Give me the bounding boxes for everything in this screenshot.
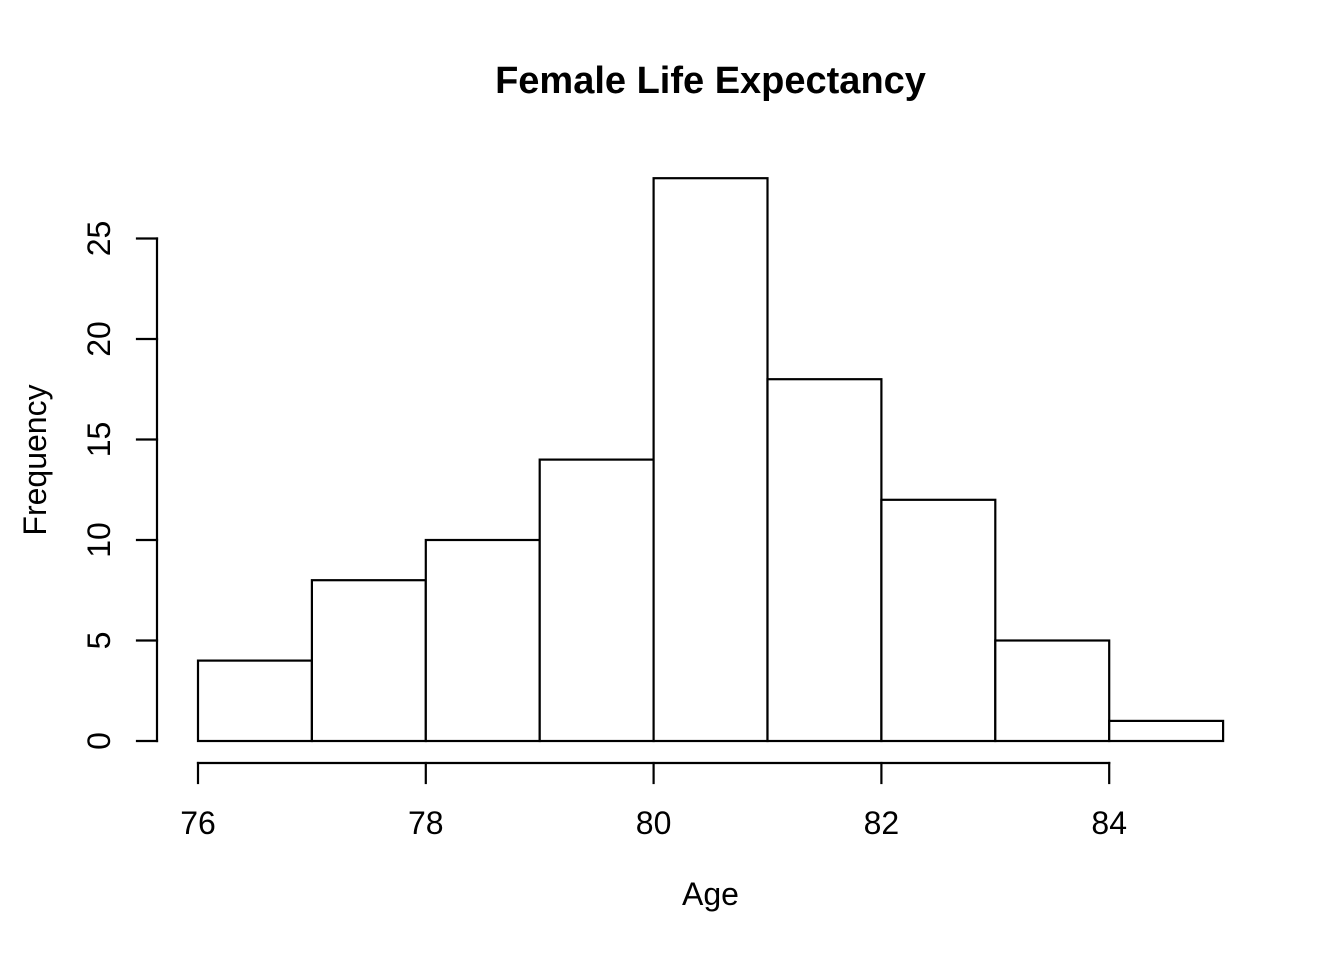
y-tick-label: 10 xyxy=(81,522,117,558)
histogram-bar xyxy=(766,378,883,743)
y-tick-label: 25 xyxy=(81,221,117,257)
histogram-bar xyxy=(538,458,655,743)
histogram-bar xyxy=(652,177,769,743)
histogram-bar xyxy=(196,659,314,743)
bars-group xyxy=(196,177,1225,743)
y-axis-title: Frequency xyxy=(17,384,53,535)
x-tick-label: 84 xyxy=(1091,805,1127,841)
y-tick-label: 5 xyxy=(81,632,117,650)
x-tick-label: 82 xyxy=(864,805,900,841)
x-tick-label: 78 xyxy=(408,805,444,841)
y-tick-label: 15 xyxy=(81,422,117,458)
y-tick-label: 0 xyxy=(81,732,117,750)
axes-group: 0 5 10 15 20 25 76 78 80 82 84 xyxy=(81,221,1127,841)
histogram-bar xyxy=(994,639,1111,743)
x-axis-title: Age xyxy=(682,876,739,912)
histogram-bar xyxy=(310,579,427,743)
y-tick-label: 20 xyxy=(81,321,117,357)
x-tick-label: 76 xyxy=(180,805,216,841)
chart-title: Female Life Expectancy xyxy=(495,60,926,102)
histogram-bar xyxy=(1108,719,1225,743)
histogram-bar xyxy=(424,538,541,743)
x-tick-label: 80 xyxy=(636,805,672,841)
histogram-bar xyxy=(880,498,997,743)
